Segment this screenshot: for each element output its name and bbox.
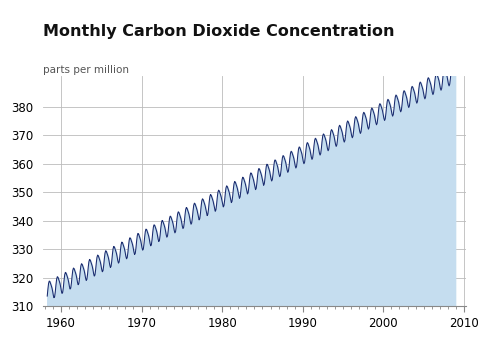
Text: parts per million: parts per million	[43, 65, 129, 75]
Text: Monthly Carbon Dioxide Concentration: Monthly Carbon Dioxide Concentration	[43, 24, 395, 39]
